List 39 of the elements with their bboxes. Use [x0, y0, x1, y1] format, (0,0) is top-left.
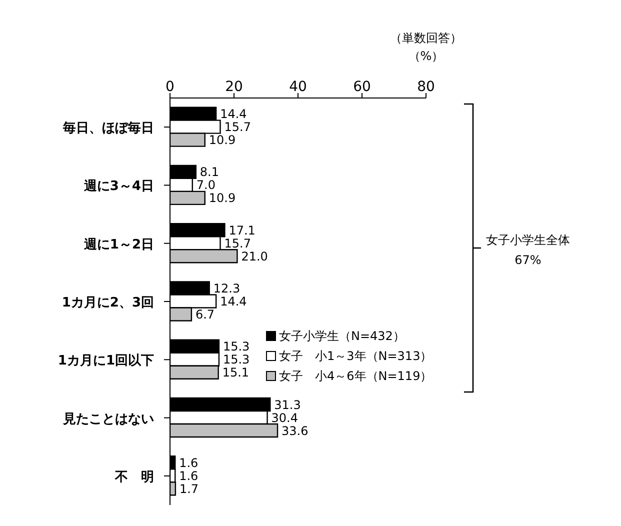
text: （単数回答） — [389, 30, 463, 47]
data-label: 33.6 — [282, 424, 308, 438]
data-label: 31.3 — [274, 398, 301, 412]
x-tick-label: 0 — [166, 79, 174, 95]
data-label: 10.9 — [208, 191, 236, 206]
legend-label: 女子小学生（N=432） — [279, 328, 405, 345]
data-label: 1.6 — [179, 468, 198, 483]
y-tick-label: 週に1～2日 — [82, 237, 154, 252]
data-label: 14.4 — [220, 294, 247, 308]
data-label: 21.0 — [241, 249, 268, 264]
y-tick-label: 週に3～4日 — [82, 179, 154, 194]
data-label: 15.3 — [222, 340, 250, 354]
data-label: 15.7 — [224, 120, 251, 134]
data-label: 14.4 — [220, 107, 247, 122]
x-tick-label: 40 — [289, 79, 307, 95]
data-label: 17.1 — [228, 223, 256, 238]
text: （%） — [407, 48, 445, 65]
data-label: 1.7 — [179, 482, 199, 496]
y-tick-label: 1カ月に1回以下 — [58, 354, 154, 369]
data-label: 15.7 — [224, 236, 251, 250]
y-tick-label: 1カ月に2、3回 — [62, 296, 154, 310]
y-tick-label: 不 明 — [114, 470, 154, 485]
legend-label: 女子 小4～6年（N=119） — [279, 368, 432, 385]
text: 女子小学生全体 67% — [485, 232, 571, 269]
y-tick-label: 見たことはない — [62, 412, 154, 427]
data-label: 6.7 — [195, 307, 215, 322]
x-tick-label: 60 — [353, 79, 371, 95]
data-label: 7.0 — [196, 178, 216, 192]
y-tick-label: 毎日、ほぼ毎日 — [62, 121, 154, 136]
data-label: 1.6 — [179, 456, 198, 470]
data-label: 15.1 — [222, 366, 250, 380]
legend-label: 女子 小1～3年（N=313） — [279, 348, 432, 365]
x-tick-label: 80 — [417, 79, 435, 95]
data-label: 8.1 — [200, 165, 220, 180]
data-label: 12.3 — [213, 281, 240, 296]
data-label: 30.4 — [271, 410, 298, 425]
data-label: 10.9 — [208, 133, 236, 148]
x-tick-label: 20 — [225, 79, 243, 95]
data-label: 15.3 — [222, 352, 250, 367]
